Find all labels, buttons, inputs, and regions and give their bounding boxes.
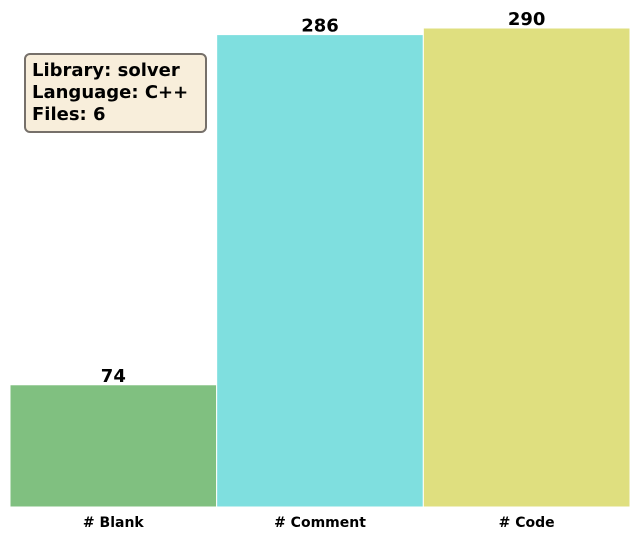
value-label-blank: 74: [101, 366, 126, 387]
x-tick-comment: # Comment: [274, 515, 366, 531]
bars-group: [9, 27, 631, 508]
info-files: Files: 6: [32, 104, 106, 125]
info-box: Library: solver Language: C++ Files: 6: [24, 53, 207, 133]
bar-code: [422, 27, 631, 508]
info-library: Library: solver: [32, 60, 180, 81]
bar-blank: [9, 384, 218, 508]
value-label-code: 290: [508, 9, 546, 30]
value-labels-group: 74 286 290: [101, 9, 546, 387]
x-tick-code: # Code: [499, 515, 555, 531]
bar-comment: [216, 34, 424, 508]
x-tick-labels-group: # Blank # Comment # Code: [83, 515, 555, 531]
info-language: Language: C++: [32, 82, 189, 103]
x-tick-blank: # Blank: [83, 515, 144, 531]
value-label-comment: 286: [301, 16, 339, 37]
